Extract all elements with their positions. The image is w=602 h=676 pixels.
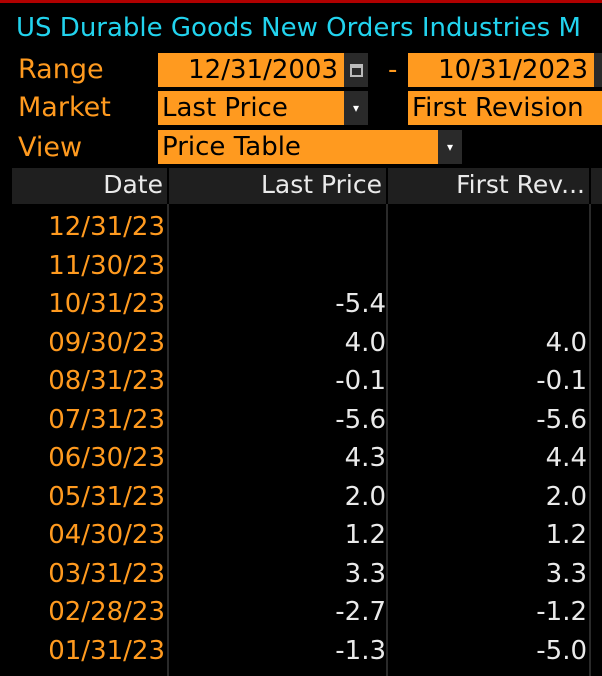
- cell-date: 01/31/23: [48, 635, 165, 666]
- cell-date: 05/31/23: [48, 481, 165, 512]
- cell-last: 4.0: [344, 327, 386, 358]
- table-row[interactable]: 07/31/23 -5.6 -5.6: [12, 401, 602, 440]
- chevron-down-icon: ▾: [352, 101, 360, 115]
- table-row[interactable]: 02/28/23 -2.7 -1.2: [12, 593, 602, 632]
- table-body: 12/31/23 11/30/23 10/31/23 -5.4 09/30/23 4.0 4…: [12, 208, 602, 670]
- table-row[interactable]: 05/31/23 2.0 2.0: [12, 478, 602, 517]
- cell-last: 1.2: [344, 520, 386, 550]
- table-row[interactable]: 12/31/23: [12, 208, 602, 247]
- cell-first: 1.2: [545, 520, 587, 550]
- column-divider: [589, 204, 591, 676]
- table-row[interactable]: 03/31/23 3.3 3.3: [12, 555, 602, 594]
- table-row[interactable]: 04/30/23 1.2 1.2: [12, 516, 602, 555]
- price-table: Date Last Price First Rev... 12/31/23 11/…: [12, 168, 602, 676]
- range-end-calendar-button[interactable]: [594, 53, 602, 87]
- column-divider: [386, 168, 388, 204]
- cell-first: 2.0: [545, 481, 587, 512]
- cell-first: [388, 247, 587, 286]
- cell-last: -5.4: [335, 289, 386, 319]
- column-divider: [386, 204, 388, 676]
- chevron-down-icon: ▾: [446, 140, 454, 154]
- cell-date: 06/30/23: [48, 443, 165, 473]
- cell-last: 2.0: [344, 481, 386, 512]
- column-header-date[interactable]: Date: [103, 170, 163, 199]
- cell-date: 09/30/23: [48, 327, 165, 358]
- table-row[interactable]: 08/31/23 -0.1 -0.1: [12, 362, 602, 401]
- market-select-2[interactable]: First Revision: [408, 91, 602, 125]
- cell-date: 08/31/23: [48, 366, 165, 396]
- view-select-dropdown-button[interactable]: ▾: [438, 130, 462, 164]
- cell-date: 02/28/23: [48, 597, 165, 627]
- table-row[interactable]: 09/30/23 4.0 4.0: [12, 324, 602, 363]
- view-label: View: [18, 132, 83, 163]
- market-label: Market: [18, 92, 111, 123]
- page-title: US Durable Goods New Orders Industries M: [16, 13, 581, 43]
- table-header: Date Last Price First Rev...: [12, 168, 602, 204]
- cell-date: 07/31/23: [48, 404, 165, 435]
- cell-first: 4.4: [545, 443, 587, 473]
- cell-date: 03/31/23: [48, 558, 165, 589]
- column-divider: [589, 168, 591, 204]
- cell-last: 4.3: [344, 443, 386, 473]
- range-start-field[interactable]: 12/31/2003: [158, 53, 344, 87]
- cell-last: -2.7: [335, 597, 386, 627]
- range-end-field[interactable]: 10/31/2023: [408, 53, 594, 87]
- cell-date: 12/31/23: [48, 212, 165, 242]
- range-separator: -: [388, 55, 398, 85]
- column-header-first-revision[interactable]: First Rev...: [456, 170, 585, 199]
- column-divider: [167, 168, 169, 204]
- range-label: Range: [18, 54, 104, 85]
- calendar-icon: [349, 63, 363, 77]
- cell-last: -0.1: [335, 366, 386, 396]
- cell-first: [388, 208, 587, 247]
- cell-first: [388, 285, 587, 324]
- view-select[interactable]: Price Table: [158, 130, 438, 164]
- cell-first: -5.6: [536, 404, 587, 435]
- table-row[interactable]: 10/31/23 -5.4: [12, 285, 602, 324]
- cell-first: -0.1: [536, 366, 587, 396]
- table-row[interactable]: 01/31/23 -1.3 -5.0: [12, 632, 602, 671]
- cell-last: [167, 208, 386, 247]
- range-start-calendar-button[interactable]: [344, 53, 368, 87]
- cell-last: [167, 247, 386, 286]
- column-divider: [167, 204, 169, 676]
- table-row[interactable]: 11/30/23: [12, 247, 602, 286]
- top-border: [0, 0, 602, 3]
- cell-first: -1.2: [536, 597, 587, 627]
- market-select[interactable]: Last Price: [158, 91, 344, 125]
- cell-first: -5.0: [536, 635, 587, 666]
- cell-first: 3.3: [545, 558, 587, 589]
- column-header-last-price[interactable]: Last Price: [260, 170, 382, 199]
- cell-last: -1.3: [335, 635, 386, 666]
- cell-first: 4.0: [545, 327, 587, 358]
- cell-date: 04/30/23: [48, 520, 165, 550]
- cell-date: 10/31/23: [48, 289, 165, 319]
- table-row[interactable]: 06/30/23 4.3 4.4: [12, 439, 602, 478]
- market-select-dropdown-button[interactable]: ▾: [344, 91, 368, 125]
- cell-date: 11/30/23: [48, 250, 165, 281]
- cell-last: -5.6: [335, 404, 386, 435]
- cell-last: 3.3: [344, 558, 386, 589]
